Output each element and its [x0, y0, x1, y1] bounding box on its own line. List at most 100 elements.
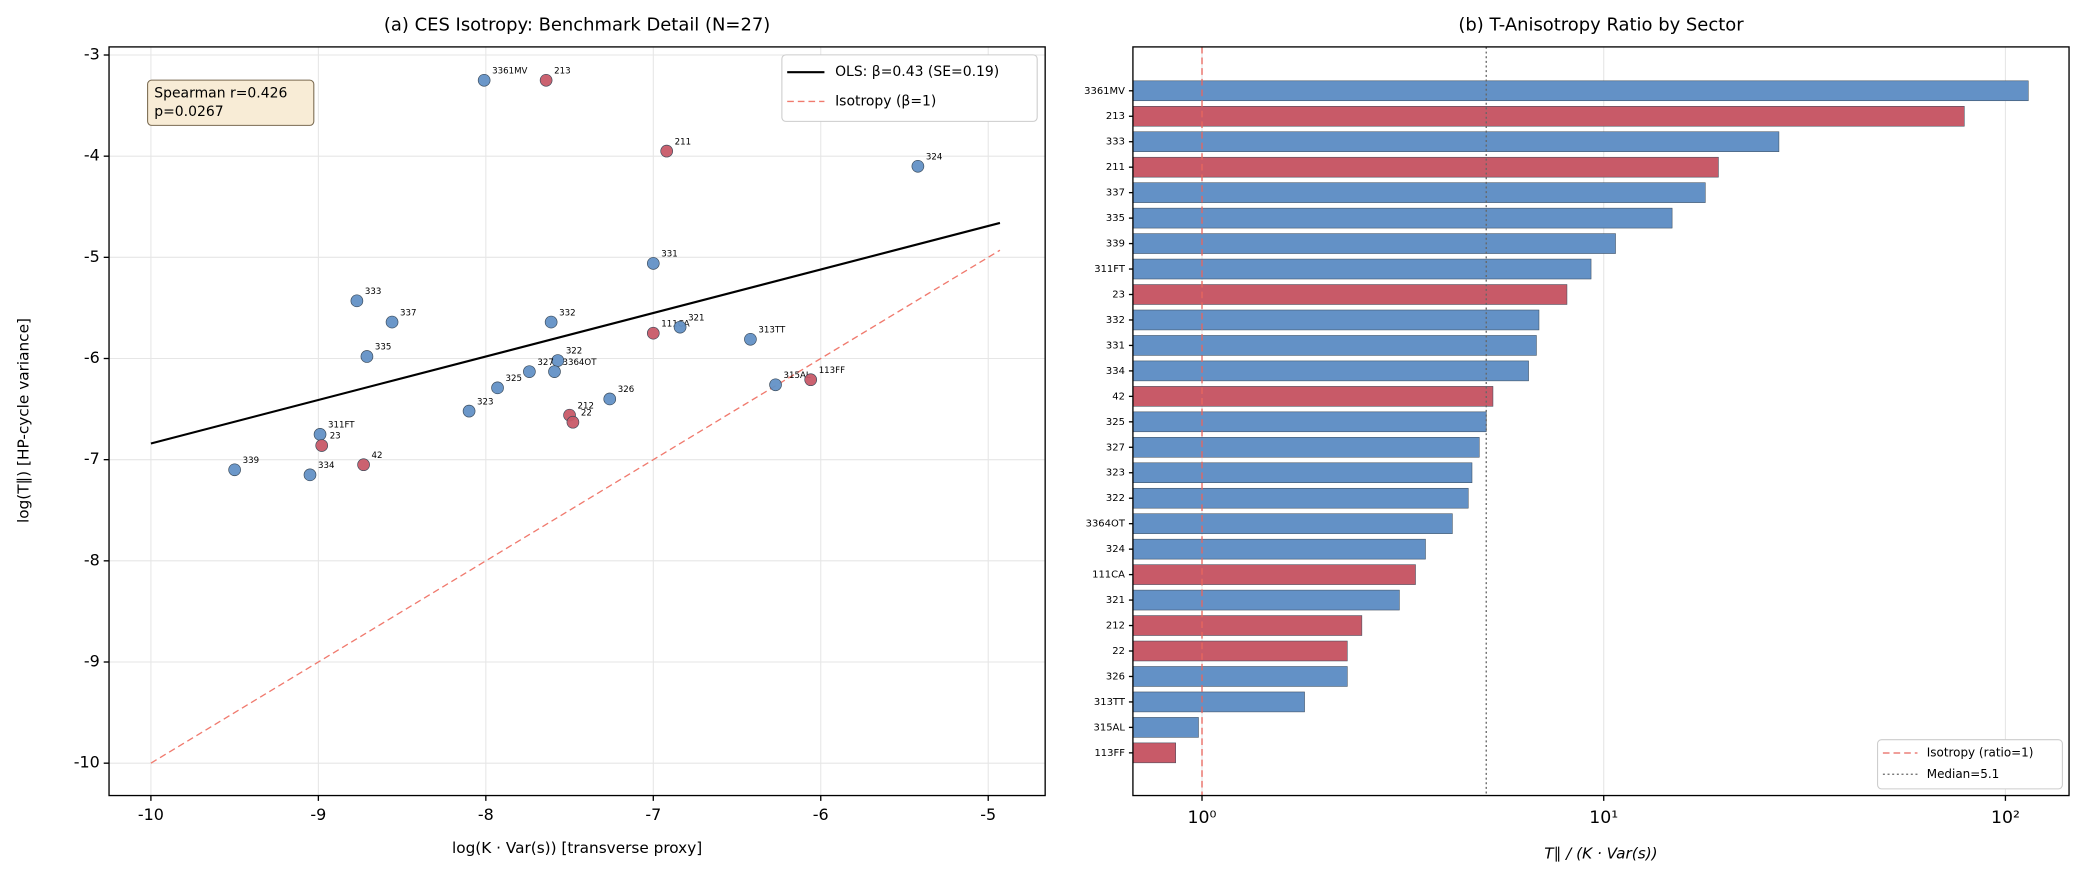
point-label: 3361MV — [492, 66, 527, 76]
y-tick-label: 322 — [1106, 493, 1125, 504]
x-tick-label: -8 — [478, 805, 494, 824]
bar — [1132, 666, 1348, 687]
bar — [1132, 437, 1480, 458]
annotation: Spearman r=0.426 — [154, 85, 287, 101]
bar — [1132, 156, 1719, 178]
y-tick-label: 325 — [1106, 417, 1125, 428]
legend-label: Isotropy (β=1) — [835, 93, 936, 109]
x-axis-label: log(K · Var(s)) [transverse proxy] — [452, 839, 702, 857]
bar — [1132, 233, 1616, 254]
point-label: 322 — [566, 347, 582, 357]
point — [477, 73, 491, 87]
y-tick-label: -5 — [84, 247, 100, 266]
y-tick-label: 332 — [1106, 315, 1125, 326]
y-tick-label: 335 — [1106, 213, 1125, 224]
y-tick-label: 23 — [1112, 290, 1125, 301]
y-tick-label: 331 — [1106, 340, 1125, 351]
point — [315, 439, 329, 452]
legend-box — [781, 54, 1038, 122]
bar — [1132, 717, 1199, 738]
bar — [1132, 106, 1965, 127]
bar — [1132, 640, 1348, 662]
point-label: 324 — [926, 152, 942, 162]
point — [673, 320, 687, 334]
point-label: 332 — [559, 308, 575, 318]
x-tick-label: -6 — [813, 805, 829, 824]
chart-title: (a) CES Isotropy: Benchmark Detail (N=27… — [384, 15, 770, 36]
y-tick-label: 321 — [1106, 595, 1125, 606]
x-tick-label: 10⁰ — [1188, 808, 1217, 828]
plot-frame — [1132, 46, 2070, 797]
point-label: 213 — [554, 66, 570, 76]
y-tick-label: 339 — [1106, 239, 1125, 250]
legend-label: Median=5.1 — [1927, 767, 2000, 781]
y-tick-label: -4 — [84, 146, 100, 165]
point — [350, 294, 364, 308]
point — [523, 365, 536, 378]
bar — [1132, 615, 1363, 636]
point-label: 311FT — [328, 421, 355, 431]
point-label: 337 — [400, 308, 416, 318]
y-tick-label: 3364OT — [1086, 519, 1126, 530]
bar — [1132, 131, 1780, 152]
point-label: 211 — [675, 137, 691, 147]
bar — [1132, 182, 1706, 203]
chart-title: (b) T-Anisotropy Ratio by Sector — [1458, 15, 1744, 36]
point — [385, 315, 399, 329]
bar — [1132, 538, 1426, 560]
point-label: 321 — [688, 313, 704, 323]
point — [566, 415, 580, 429]
point-label: 327 — [537, 358, 553, 368]
point-label: 331 — [661, 250, 677, 260]
x-tick-label: 10¹ — [1589, 808, 1618, 828]
y-tick-label: -3 — [84, 45, 100, 64]
y-tick-label: 212 — [1106, 621, 1125, 632]
legend-label: OLS: β=0.43 (SE=0.19) — [835, 64, 999, 80]
bar — [1132, 386, 1494, 407]
y-tick-label: 333 — [1106, 137, 1125, 148]
bar — [1132, 207, 1673, 229]
point — [539, 73, 553, 87]
y-tick-label: 3361MV — [1084, 86, 1125, 97]
point — [303, 468, 317, 482]
x-axis-label: T∥ / (K · Var(s)) — [1544, 845, 1657, 863]
bar — [1132, 80, 2029, 102]
x-tick-label: -10 — [138, 805, 164, 824]
point — [544, 315, 558, 329]
bar — [1132, 742, 1176, 764]
y-tick-label: 315AL — [1094, 722, 1126, 733]
bar — [1132, 513, 1453, 534]
point — [313, 428, 327, 441]
y-tick-label: 323 — [1106, 468, 1125, 479]
y-tick-label: 337 — [1106, 188, 1125, 199]
point-label: 325 — [506, 374, 522, 384]
y-tick-label: 311FT — [1094, 264, 1126, 275]
point-label: 333 — [365, 287, 381, 297]
point-label: 323 — [477, 397, 493, 407]
bar — [1132, 564, 1416, 585]
annotation-box — [147, 79, 315, 126]
y-tick-label: 334 — [1106, 366, 1125, 377]
point-label: 335 — [375, 343, 391, 353]
x-tick-label: -5 — [980, 805, 996, 824]
bar — [1132, 589, 1400, 611]
point-label: 326 — [618, 385, 634, 395]
point — [646, 257, 660, 270]
y-tick-label: 22 — [1112, 646, 1125, 657]
point — [804, 373, 818, 387]
point-label: 315AL — [784, 371, 811, 381]
point-label: 313TT — [758, 325, 786, 335]
bar — [1132, 284, 1568, 305]
point — [357, 458, 370, 472]
point — [744, 332, 757, 346]
y-axis-label: log(T∥) [HP-cycle variance] — [14, 318, 32, 523]
point — [228, 463, 241, 477]
point-label: 3364OT — [562, 358, 597, 368]
bar — [1132, 691, 1305, 713]
point-label: 339 — [243, 456, 259, 466]
bar — [1132, 487, 1469, 509]
y-tick-label: 327 — [1106, 442, 1125, 453]
fit-line — [150, 249, 1001, 764]
point — [911, 159, 925, 173]
y-tick-label: -7 — [84, 449, 100, 468]
